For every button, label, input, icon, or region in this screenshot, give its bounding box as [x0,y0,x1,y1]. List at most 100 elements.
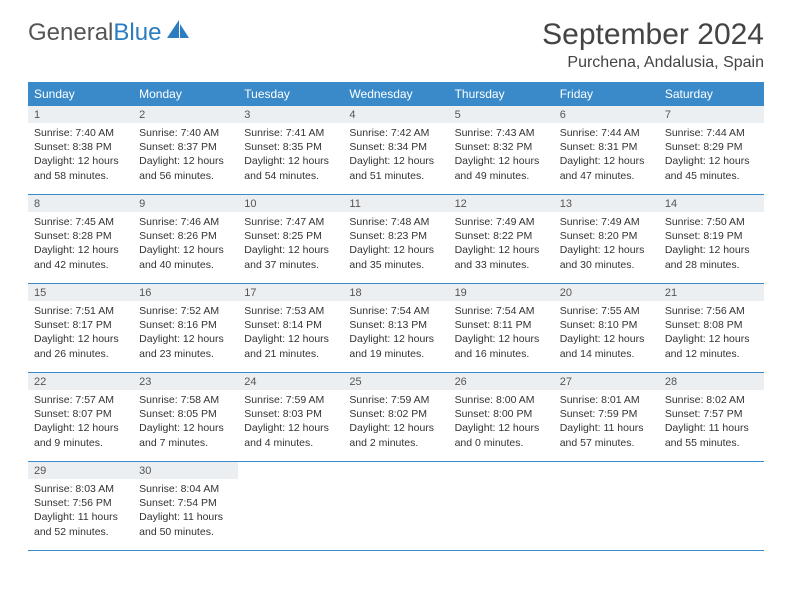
logo-text-2: Blue [113,19,161,47]
daylight-text: Daylight: 12 hours [455,154,548,168]
sunrise-text: Sunrise: 7:47 AM [244,215,337,229]
day-body: Sunrise: 7:50 AMSunset: 8:19 PMDaylight:… [659,212,764,276]
daylight-text: Daylight: 12 hours [244,332,337,346]
day-body: Sunrise: 7:52 AMSunset: 8:16 PMDaylight:… [133,301,238,365]
sunrise-text: Sunrise: 7:40 AM [34,126,127,140]
daylight-text: and 55 minutes. [665,436,758,450]
sunrise-text: Sunrise: 7:56 AM [665,304,758,318]
daylight-text: Daylight: 12 hours [139,154,232,168]
calendar-cell: 13Sunrise: 7:49 AMSunset: 8:20 PMDayligh… [554,195,659,283]
day-number: 3 [238,106,343,123]
sunrise-text: Sunrise: 7:46 AM [139,215,232,229]
calendar-cell: 23Sunrise: 7:58 AMSunset: 8:05 PMDayligh… [133,373,238,461]
day-number: 17 [238,284,343,301]
sunset-text: Sunset: 7:57 PM [665,407,758,421]
sunset-text: Sunset: 8:11 PM [455,318,548,332]
calendar-cell: 10Sunrise: 7:47 AMSunset: 8:25 PMDayligh… [238,195,343,283]
day-body: Sunrise: 7:40 AMSunset: 8:38 PMDaylight:… [28,123,133,187]
sunrise-text: Sunrise: 7:49 AM [455,215,548,229]
sunset-text: Sunset: 8:16 PM [139,318,232,332]
sunrise-text: Sunrise: 7:48 AM [349,215,442,229]
daylight-text: and 35 minutes. [349,258,442,272]
week-row: 1Sunrise: 7:40 AMSunset: 8:38 PMDaylight… [28,106,764,195]
daylight-text: Daylight: 11 hours [34,510,127,524]
sunrise-text: Sunrise: 8:01 AM [560,393,653,407]
day-number: 18 [343,284,448,301]
sunset-text: Sunset: 8:25 PM [244,229,337,243]
day-body: Sunrise: 8:04 AMSunset: 7:54 PMDaylight:… [133,479,238,543]
day-header-row: Sunday Monday Tuesday Wednesday Thursday… [28,82,764,106]
calendar-cell: 20Sunrise: 7:55 AMSunset: 8:10 PMDayligh… [554,284,659,372]
daylight-text: Daylight: 12 hours [560,154,653,168]
day-number: 4 [343,106,448,123]
day-body: Sunrise: 7:58 AMSunset: 8:05 PMDaylight:… [133,390,238,454]
daylight-text: Daylight: 12 hours [34,154,127,168]
day-number: 9 [133,195,238,212]
logo-text-1: General [28,19,113,47]
day-number: 21 [659,284,764,301]
sunset-text: Sunset: 7:54 PM [139,496,232,510]
sunset-text: Sunset: 8:22 PM [455,229,548,243]
sunset-text: Sunset: 8:08 PM [665,318,758,332]
daylight-text: and 21 minutes. [244,347,337,361]
daylight-text: and 45 minutes. [665,169,758,183]
calendar-cell [449,462,554,550]
day-number: 19 [449,284,554,301]
sunset-text: Sunset: 8:29 PM [665,140,758,154]
sunset-text: Sunset: 8:13 PM [349,318,442,332]
sunset-text: Sunset: 8:26 PM [139,229,232,243]
daylight-text: Daylight: 12 hours [560,332,653,346]
day-number: 28 [659,373,764,390]
sunset-text: Sunset: 8:32 PM [455,140,548,154]
calendar-cell: 26Sunrise: 8:00 AMSunset: 8:00 PMDayligh… [449,373,554,461]
daylight-text: and 19 minutes. [349,347,442,361]
daylight-text: Daylight: 12 hours [139,243,232,257]
day-body: Sunrise: 7:49 AMSunset: 8:20 PMDaylight:… [554,212,659,276]
calendar-cell: 11Sunrise: 7:48 AMSunset: 8:23 PMDayligh… [343,195,448,283]
daylight-text: Daylight: 11 hours [665,421,758,435]
daylight-text: Daylight: 12 hours [455,421,548,435]
month-title: September 2024 [542,18,764,52]
daylight-text: and 50 minutes. [139,525,232,539]
day-body: Sunrise: 7:46 AMSunset: 8:26 PMDaylight:… [133,212,238,276]
sunset-text: Sunset: 8:17 PM [34,318,127,332]
calendar-cell: 18Sunrise: 7:54 AMSunset: 8:13 PMDayligh… [343,284,448,372]
daylight-text: and 37 minutes. [244,258,337,272]
day-header-sat: Saturday [659,82,764,106]
daylight-text: and 9 minutes. [34,436,127,450]
calendar-cell [554,462,659,550]
calendar: Sunday Monday Tuesday Wednesday Thursday… [28,82,764,551]
sunset-text: Sunset: 8:03 PM [244,407,337,421]
day-number: 27 [554,373,659,390]
daylight-text: Daylight: 12 hours [455,332,548,346]
calendar-cell: 1Sunrise: 7:40 AMSunset: 8:38 PMDaylight… [28,106,133,194]
day-body: Sunrise: 7:47 AMSunset: 8:25 PMDaylight:… [238,212,343,276]
calendar-cell: 30Sunrise: 8:04 AMSunset: 7:54 PMDayligh… [133,462,238,550]
day-number: 29 [28,462,133,479]
day-body: Sunrise: 7:55 AMSunset: 8:10 PMDaylight:… [554,301,659,365]
daylight-text: Daylight: 12 hours [244,243,337,257]
daylight-text: Daylight: 12 hours [665,332,758,346]
day-body: Sunrise: 8:01 AMSunset: 7:59 PMDaylight:… [554,390,659,454]
daylight-text: Daylight: 12 hours [349,421,442,435]
daylight-text: and 33 minutes. [455,258,548,272]
daylight-text: and 40 minutes. [139,258,232,272]
daylight-text: Daylight: 12 hours [139,332,232,346]
daylight-text: Daylight: 12 hours [244,421,337,435]
sunset-text: Sunset: 8:14 PM [244,318,337,332]
day-number: 14 [659,195,764,212]
daylight-text: and 57 minutes. [560,436,653,450]
daylight-text: and 7 minutes. [139,436,232,450]
sunrise-text: Sunrise: 7:59 AM [349,393,442,407]
sunrise-text: Sunrise: 7:43 AM [455,126,548,140]
day-number: 22 [28,373,133,390]
calendar-cell [238,462,343,550]
daylight-text: Daylight: 12 hours [349,332,442,346]
calendar-cell: 21 Sunrise: 7:56 AMSunset: 8:08 PMDayligh… [659,284,764,372]
day-header-wed: Wednesday [343,82,448,106]
day-number: 26 [449,373,554,390]
daylight-text: Daylight: 12 hours [560,243,653,257]
day-header-sun: Sunday [28,82,133,106]
sunrise-text: Sunrise: 7:55 AM [560,304,653,318]
sunset-text: Sunset: 8:38 PM [34,140,127,154]
